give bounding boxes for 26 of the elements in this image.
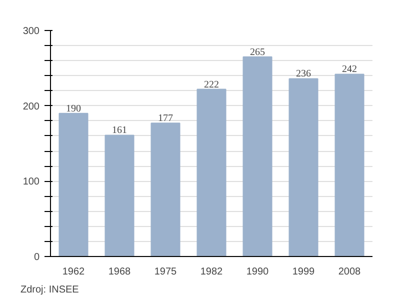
- data-label: 161: [112, 125, 127, 136]
- data-label: 236: [296, 68, 311, 80]
- bar: [288, 78, 318, 256]
- data-label: 242: [342, 64, 357, 76]
- text: Zdroj: INSEE: [20, 284, 80, 296]
- bar: [334, 74, 364, 256]
- x-tick-label: 2008: [338, 266, 362, 278]
- x-tick-label: 1990: [246, 266, 270, 278]
- y-tick-label: 100: [22, 176, 40, 188]
- x-tick-label: 1982: [200, 266, 224, 278]
- x-tick-label: 1962: [62, 266, 86, 278]
- bar: [242, 56, 272, 256]
- data-label: 265: [250, 46, 265, 58]
- y-tick-label: 200: [22, 101, 40, 112]
- data-label: 177: [158, 113, 173, 124]
- y-tick-label: 0: [34, 252, 40, 263]
- data-label: 190: [66, 103, 81, 114]
- y-tick-label: 300: [22, 26, 40, 37]
- bar: [104, 134, 134, 256]
- data-label: 222: [204, 79, 219, 90]
- x-tick-label: 1999: [292, 266, 316, 278]
- bar: [150, 122, 180, 256]
- x-tick-label: 1968: [108, 266, 132, 278]
- bar: [58, 112, 88, 256]
- bar: [196, 88, 226, 256]
- x-tick-label: 1975: [154, 266, 178, 278]
